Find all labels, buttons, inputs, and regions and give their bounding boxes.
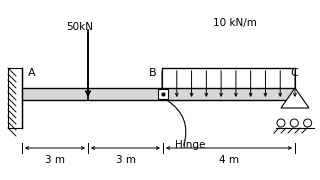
Polygon shape [281, 88, 309, 108]
Text: 4 m: 4 m [219, 155, 239, 165]
Text: 3 m: 3 m [116, 155, 135, 165]
Bar [158, 89, 168, 99]
Bar [22, 88, 295, 100]
Circle shape [304, 119, 312, 127]
Text: 10 kN/m: 10 kN/m [213, 18, 257, 28]
Circle shape [290, 119, 298, 127]
Text: C: C [290, 68, 298, 78]
Text: 50kN: 50kN [66, 22, 93, 32]
Circle shape [277, 119, 285, 127]
Text: A: A [28, 68, 36, 78]
Bar [8, 68, 22, 128]
Text: B: B [148, 68, 156, 78]
Text: Hinge: Hinge [175, 140, 205, 150]
Text: 3 m: 3 m [45, 155, 65, 165]
